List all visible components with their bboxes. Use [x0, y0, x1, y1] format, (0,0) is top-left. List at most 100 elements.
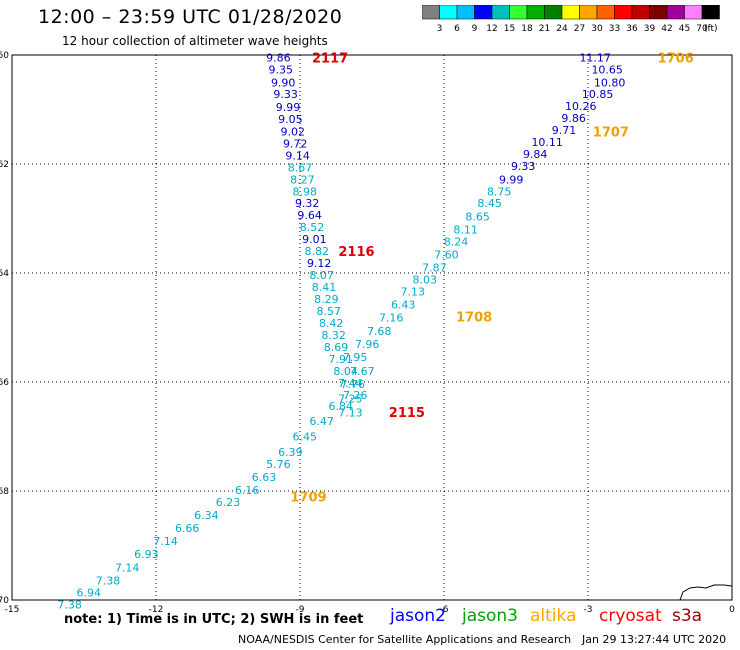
swh-value: 9.86: [266, 52, 291, 65]
swh-value: 8.42: [319, 317, 344, 330]
colorbar-tick-label: 18: [521, 24, 533, 34]
swh-value: 8.04: [333, 365, 358, 378]
swh-value: 9.99: [499, 173, 524, 186]
colorbar-tick-label: 27: [574, 24, 585, 34]
colorbar-tick-label: 24: [556, 24, 568, 34]
swh-value: 6.45: [293, 431, 318, 444]
swh-value: 6.63: [252, 471, 277, 484]
swh-value: 8.11: [453, 223, 478, 236]
swh-value: 9.35: [269, 64, 294, 77]
swh-value: 9.71: [552, 124, 577, 137]
colorbar-tick-label: 15: [504, 24, 515, 34]
lat-tick-label: -70: [0, 596, 9, 606]
swh-value: 6.84: [329, 400, 354, 413]
colorbar-tick-label: 39: [644, 24, 656, 34]
swh-value: 9.32: [295, 197, 320, 210]
colorbar-tick-label: 33: [609, 24, 620, 34]
swh-value: 8.32: [321, 329, 346, 342]
swh-value: 7.16: [379, 312, 404, 325]
swh-value: 9.64: [297, 209, 322, 222]
swh-value: 7.60: [434, 248, 459, 261]
swh-value: 6.94: [77, 586, 102, 599]
lon-tick-label: -6: [440, 605, 449, 615]
colorbar-tick-label: 42: [661, 24, 672, 34]
swh-value: 6.34: [194, 509, 219, 522]
colorbar-tick-label: 21: [539, 24, 550, 34]
colorbar-tick-label: 9: [472, 24, 478, 34]
swh-value: 8.82: [305, 245, 330, 258]
swh-value: 7.13: [338, 407, 363, 420]
swh-value: 7.96: [355, 338, 380, 351]
swh-value: 8.65: [465, 210, 490, 223]
swh-value: 8.69: [324, 341, 349, 354]
swh-value: 7.44: [338, 377, 363, 390]
swh-value: 6.16: [235, 484, 260, 497]
colorbar-tick-label: 70: [696, 24, 708, 34]
lon-tick-label: -12: [149, 605, 164, 615]
colorbar-tick-label: 12: [486, 24, 497, 34]
pass-label: 1708: [456, 311, 492, 326]
swh-value: 9.90: [271, 76, 296, 89]
swh-value: 9.01: [302, 233, 327, 246]
swh-value: 10.80: [594, 76, 626, 89]
swh-value: 8.75: [487, 185, 512, 198]
timestamp: Jan 29 13:27:44 UTC 2020: [582, 633, 727, 646]
lat-tick-label: -62: [0, 160, 9, 170]
map-frame: [11, 54, 733, 601]
colorbar-tick-label: 6: [454, 24, 460, 34]
swh-value: 6.47: [309, 415, 334, 428]
satellite-legend-s3a: s3a: [672, 606, 703, 626]
swh-value: 7.67: [350, 365, 375, 378]
swh-value: 7.91: [329, 353, 354, 366]
swh-value: 7.95: [343, 351, 368, 364]
swh-value: 7.87: [422, 262, 447, 275]
swh-value: 9.12: [307, 257, 332, 270]
footer-note: note: 1) Time is in UTC; 2) SWH is in fe…: [64, 612, 364, 627]
swh-value: 6.23: [216, 496, 241, 509]
swh-value: 8.29: [314, 293, 339, 306]
colorbar: 3 6 9 12 15 18 21 24 27 30 33 36 39 42 45 70(ft): [422, 5, 720, 34]
swh-value: 7.38: [57, 598, 82, 611]
swh-value: 9.14: [285, 149, 310, 162]
pass-label: 1709: [290, 490, 326, 505]
swh-value: 6.66: [175, 522, 200, 535]
lon-tick-label: -3: [584, 605, 593, 615]
swh-value: 7.14: [153, 535, 178, 548]
swh-value: 9.02: [281, 125, 306, 138]
lat-tick-label: -66: [0, 378, 9, 388]
page-title: 12:00 – 23:59 UTC 01/28/2020: [38, 6, 343, 28]
swh-value: 8.57: [317, 305, 342, 318]
pass-label: 2117: [312, 52, 348, 67]
swh-value: 9.33: [273, 88, 298, 101]
satellite-legend-cryosat: cryosat: [599, 606, 662, 626]
swh-value: 9.05: [278, 113, 303, 126]
satellite-legend-jason2: jason2: [390, 606, 446, 626]
swh-value: 9.86: [561, 112, 586, 125]
swh-value: 7.76: [341, 378, 366, 391]
swh-value: 8.52: [300, 221, 325, 234]
pass-label: 2116: [338, 245, 374, 260]
colorbar-tick-label: 3: [437, 24, 443, 34]
swh-value: 7.38: [96, 574, 121, 587]
credit-line: NOAA/NESDIS Center for Satellite Applica…: [238, 633, 572, 646]
swh-value: 8.07: [309, 269, 334, 282]
swh-value: 8.98: [293, 185, 318, 198]
swh-value: 10.85: [582, 88, 614, 101]
colorbar-swatch: [701, 5, 720, 20]
swh-value: 7.25: [338, 392, 363, 405]
swh-value: 11.17: [579, 52, 611, 65]
pass-label: 2115: [389, 406, 425, 421]
swh-value: 8.27: [290, 173, 315, 186]
lon-tick-label: 0: [729, 605, 735, 615]
lat-tick-label: -68: [0, 487, 9, 497]
swh-value: 8.41: [312, 281, 337, 294]
colorbar-unit: (ft): [704, 24, 718, 34]
colorbar-tick-label: 45: [679, 24, 690, 34]
colorbar-tick-label: 36: [626, 24, 638, 34]
swh-value: 8.24: [444, 235, 469, 248]
lon-tick-label: -15: [5, 605, 20, 615]
lat-tick-label: -60: [0, 51, 9, 61]
swh-value: 10.26: [565, 100, 597, 113]
colorbar-tick-label: 30: [591, 24, 603, 34]
